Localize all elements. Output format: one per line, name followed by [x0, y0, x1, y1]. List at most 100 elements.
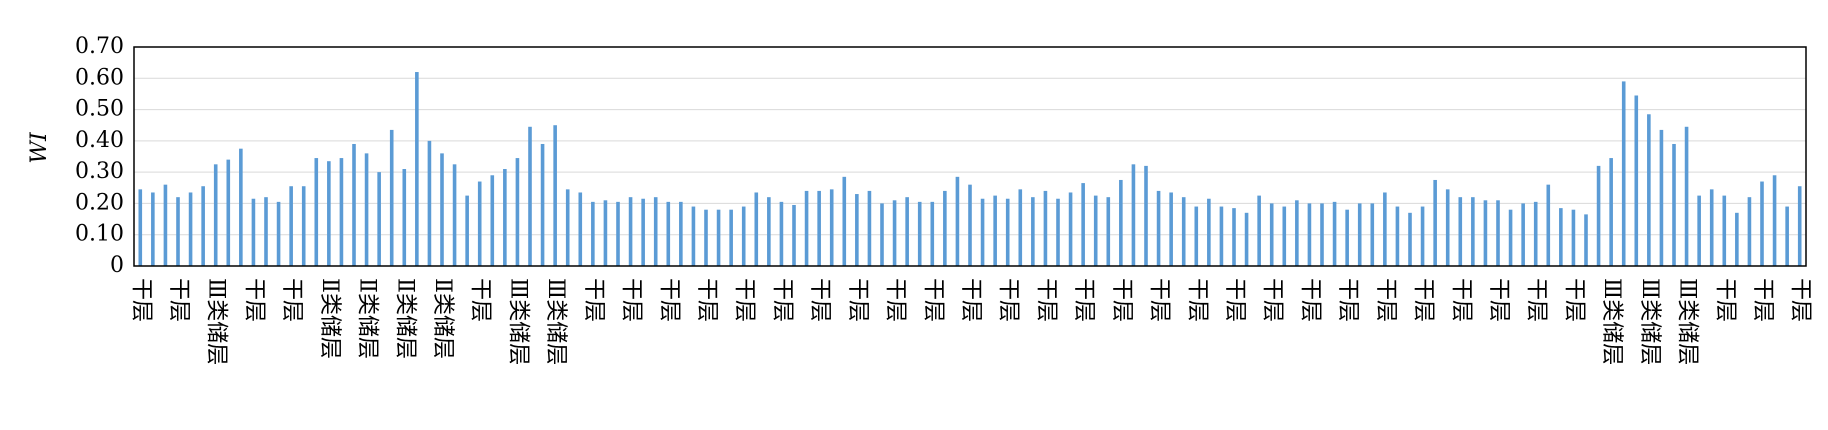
bar — [1395, 206, 1400, 266]
bar — [666, 201, 671, 266]
x-tick-label: Ⅱ类储层 — [430, 278, 455, 359]
x-tick-label: 干层 — [958, 278, 983, 322]
bar — [1634, 95, 1639, 266]
y-axis-label: WI — [27, 131, 52, 164]
bar — [842, 176, 847, 266]
bar — [1521, 203, 1525, 266]
bar — [804, 190, 809, 266]
bar — [679, 201, 683, 266]
bar — [1244, 212, 1249, 266]
x-tick-label: 干层 — [769, 278, 794, 322]
bar — [653, 197, 658, 266]
x-tick-label: 干层 — [619, 278, 644, 322]
bar — [327, 161, 331, 266]
bar — [1119, 179, 1123, 266]
bar — [968, 184, 972, 266]
bar — [1156, 190, 1161, 266]
x-tick-label: 干层 — [1297, 278, 1322, 322]
x-tick-label: 干层 — [694, 278, 719, 322]
bar — [1433, 179, 1437, 266]
y-tick-label: 0 — [110, 253, 124, 278]
bar — [389, 129, 394, 266]
x-tick-label: 干层 — [1524, 278, 1549, 322]
bar — [1785, 206, 1789, 266]
bar — [188, 192, 193, 266]
bar — [905, 197, 909, 266]
bar — [503, 169, 507, 266]
bar — [1672, 143, 1676, 266]
x-tick-label: Ⅲ类储层 — [543, 278, 568, 365]
x-tick-label: 干层 — [1486, 278, 1511, 322]
x-tick-label: 干层 — [468, 278, 493, 322]
bar — [1005, 198, 1010, 266]
x-tick-label: Ⅲ类储层 — [204, 278, 229, 365]
bar — [741, 206, 746, 266]
bar — [528, 126, 532, 267]
x-tick-label: 干层 — [1750, 278, 1775, 322]
bar — [465, 195, 469, 266]
bar — [993, 195, 997, 266]
bar — [1345, 209, 1349, 266]
bar — [151, 192, 155, 266]
bar — [1584, 214, 1588, 266]
bar — [1596, 165, 1601, 266]
x-tick-label: 干层 — [581, 278, 606, 322]
bar — [1068, 192, 1073, 266]
bar — [1533, 201, 1538, 266]
bar — [1471, 197, 1475, 266]
bar — [1081, 183, 1085, 266]
x-tick-label: 干层 — [1222, 278, 1247, 322]
bar — [591, 201, 595, 266]
x-tick-label: 干层 — [1411, 278, 1436, 322]
x-tick-label: 干层 — [1260, 278, 1285, 322]
x-tick-label: 干层 — [807, 278, 832, 322]
bar — [1018, 189, 1023, 266]
bar — [427, 140, 432, 266]
bar — [880, 203, 884, 266]
bar — [955, 176, 960, 266]
y-tick-label: 0.20 — [75, 190, 124, 215]
bar — [1647, 114, 1651, 266]
x-tick-label: 干层 — [1033, 278, 1058, 322]
bar — [452, 164, 457, 266]
bar — [616, 201, 620, 266]
bar — [364, 153, 369, 266]
bar — [767, 197, 771, 266]
bar — [1383, 192, 1387, 266]
bar — [1458, 197, 1463, 266]
y-tick-label: 0.70 — [75, 34, 124, 59]
bar — [792, 204, 796, 266]
bar — [943, 190, 947, 266]
bar — [1295, 200, 1299, 266]
y-tick-label: 0.50 — [75, 97, 124, 122]
bar — [239, 148, 243, 266]
bar — [628, 197, 633, 266]
bar — [352, 143, 356, 266]
bar — [213, 164, 218, 266]
bar — [867, 190, 872, 266]
bar — [930, 201, 935, 266]
x-tick-label: 干层 — [996, 278, 1021, 322]
bar — [1181, 197, 1186, 266]
bar — [1031, 197, 1035, 266]
bar — [565, 189, 570, 266]
bar — [1659, 129, 1664, 266]
x-tick-label: 干层 — [1448, 278, 1473, 322]
bar — [1194, 206, 1199, 266]
bar — [1269, 203, 1274, 266]
x-tick-label: 干层 — [128, 278, 153, 322]
bar — [440, 153, 444, 266]
x-tick-label: 干层 — [1184, 278, 1209, 322]
bar — [729, 209, 733, 266]
bar — [1609, 158, 1613, 266]
x-tick-label: 干层 — [1335, 278, 1360, 322]
x-tick-label: Ⅱ类储层 — [355, 278, 380, 359]
x-tick-label: Ⅲ类储层 — [1675, 278, 1700, 365]
x-tick-label: 干层 — [1147, 278, 1172, 322]
bar — [402, 169, 407, 266]
bar — [264, 197, 268, 266]
x-tick-label: 干层 — [279, 278, 304, 322]
bar — [892, 200, 897, 266]
bar — [339, 158, 344, 266]
